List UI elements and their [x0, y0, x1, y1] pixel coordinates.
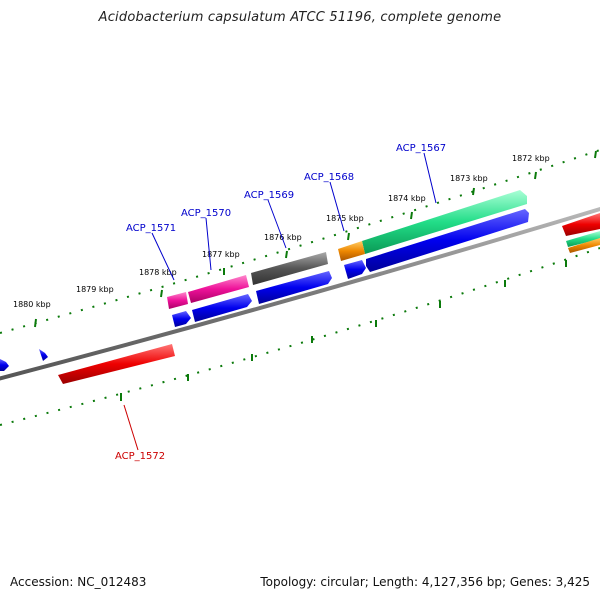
- accession-text: Accession: NC_012483: [10, 575, 147, 589]
- feature-blue-3: [256, 271, 332, 304]
- ruler-label-1874: 1874 kbp: [388, 194, 426, 203]
- feature-acp-1572-red: [58, 344, 175, 384]
- feature-acp-1567-green: [362, 190, 527, 254]
- ruler-label-1873: 1873 kbp: [450, 174, 488, 183]
- inner-ruler: [0, 247, 600, 426]
- feature-acp-1567-orange: [338, 241, 365, 261]
- ruler-label-1878: 1878 kbp: [139, 268, 177, 277]
- gene-label-acp-1572: ACP_1572: [115, 451, 165, 462]
- ruler-label-1877: 1877 kbp: [202, 250, 240, 259]
- feature-edge-red: [562, 213, 600, 236]
- feature-blue-5: [172, 311, 191, 327]
- ruler-label-1876: 1876 kbp: [264, 233, 302, 242]
- inner-major-ticks: [120, 260, 567, 401]
- gene-label-acp-1571: ACP_1571: [126, 223, 176, 234]
- label-leaders: [123, 152, 437, 451]
- feature-edge-green: [566, 231, 600, 247]
- feature-blue-1: [366, 209, 529, 272]
- topology-text: Topology: circular; Length: 4,127,356 bp…: [260, 575, 590, 589]
- outer-major-ticks: [34, 150, 597, 328]
- map-title: Acidobacterium capsulatum ATCC 51196, co…: [98, 10, 502, 25]
- genome-backbone: [0, 206, 600, 381]
- ruler-label-1880: 1880 kbp: [13, 300, 51, 309]
- feature-blue-4: [192, 294, 252, 322]
- feature-acp-1568-grey: [251, 252, 328, 285]
- feature-acp-1571-pink: [167, 292, 188, 309]
- gene-label-acp-1568: ACP_1568: [304, 172, 354, 183]
- gene-label-acp-1570: ACP_1570: [181, 208, 231, 219]
- feature-blue-6: [39, 349, 48, 361]
- feature-edge-orange: [568, 238, 600, 253]
- ruler-label-1879: 1879 kbp: [76, 285, 114, 294]
- ruler-label-1875: 1875 kbp: [326, 214, 364, 223]
- ruler-label-1872: 1872 kbp: [512, 154, 550, 163]
- feature-acp-1570-pink: [188, 275, 249, 303]
- outer-ruler: [0, 149, 600, 334]
- feature-blue-7: [0, 359, 9, 371]
- gene-label-acp-1569: ACP_1569: [244, 190, 294, 201]
- gene-label-acp-1567: ACP_1567: [396, 143, 446, 154]
- feature-blue-2: [344, 260, 366, 279]
